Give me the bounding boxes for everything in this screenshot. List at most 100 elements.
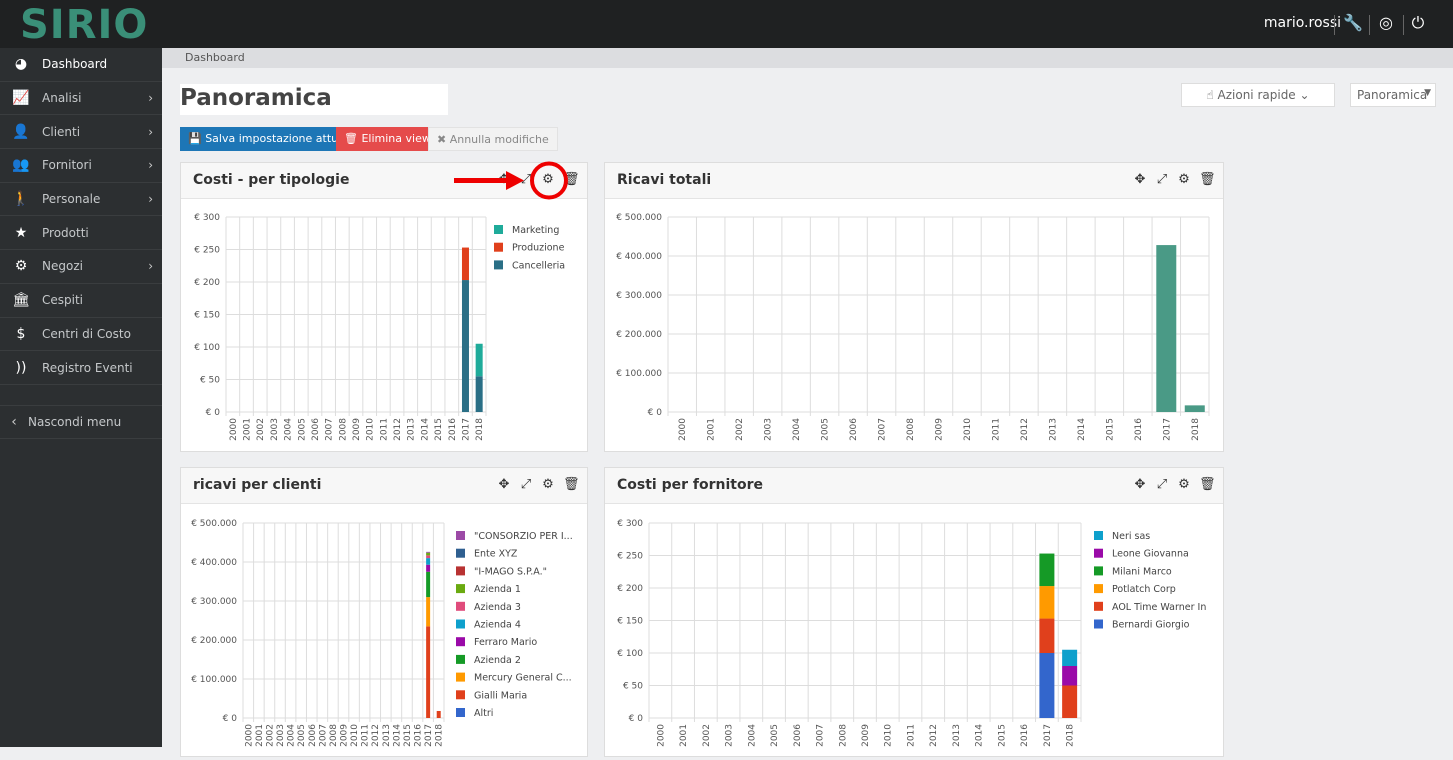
bar-segment[interactable] (476, 344, 483, 377)
bar-segment[interactable] (476, 376, 483, 412)
legend-item[interactable]: Produzione (512, 243, 565, 254)
chevron-right-icon: › (148, 125, 153, 139)
bar-segment[interactable] (462, 248, 469, 280)
gear-icon[interactable]: ⚙ (541, 477, 555, 492)
x-tick-label: 2017 (461, 418, 471, 441)
legend-item[interactable]: Leone Giovanna (1112, 549, 1189, 560)
legend-item[interactable]: Ente XYZ (474, 549, 518, 560)
delete-view-button[interactable]: 🗑 Elimina view (336, 127, 439, 151)
bar-segment[interactable] (462, 280, 469, 412)
legend-item[interactable]: Altri (474, 708, 493, 719)
move-icon[interactable]: ✥ (1133, 477, 1147, 492)
sidebar-item-registro-eventi[interactable]: ))Registro Eventi (0, 351, 162, 385)
sidebar-item-dashboard[interactable]: ◕Dashboard (0, 48, 162, 82)
trash-icon[interactable]: 🗑 (563, 477, 577, 492)
trash-icon[interactable]: 🗑 (1199, 172, 1213, 187)
bar-segment[interactable] (1062, 650, 1077, 666)
bar-segment[interactable] (426, 555, 430, 558)
power-icon[interactable]: ⏻ (1407, 13, 1429, 33)
bar-segment[interactable] (1156, 245, 1176, 412)
view-select-value: Panoramica (1357, 88, 1427, 102)
cancel-label: Annulla modifiche (450, 133, 549, 146)
legend-item[interactable]: Azienda 1 (474, 584, 521, 595)
bar-segment[interactable] (426, 572, 430, 597)
legend-item[interactable]: Neri sas (1112, 531, 1150, 542)
expand-icon[interactable]: ⤢ (1155, 172, 1169, 187)
x-tick-label: 2012 (393, 418, 403, 441)
x-tick-label: 2001 (707, 418, 717, 441)
expand-icon[interactable]: ⤢ (519, 477, 533, 492)
x-tick-label: 2018 (435, 724, 445, 747)
bar-segment[interactable] (1039, 586, 1054, 619)
divider (1334, 15, 1335, 35)
legend-item[interactable]: Azienda 2 (474, 655, 521, 666)
move-icon[interactable]: ✥ (497, 477, 511, 492)
legend-item[interactable]: AOL Time Warner In (1112, 602, 1206, 613)
bar-segment[interactable] (1062, 666, 1077, 686)
bar-segment[interactable] (426, 558, 430, 565)
username[interactable]: mario.rossi (1264, 15, 1341, 31)
chart-panel: Costi per fornitore ✥⤢⚙🗑€ 0€ 50€ 100€ 15… (604, 467, 1224, 757)
save-icon: 💾 (188, 132, 205, 145)
move-icon[interactable]: ✥ (1133, 172, 1147, 187)
bar-segment[interactable] (1039, 653, 1054, 718)
legend-item[interactable]: "I-MAGO S.P.A." (474, 566, 547, 577)
legend-item[interactable]: Milani Marco (1112, 566, 1172, 577)
hide-menu-button[interactable]: ‹ Nascondi menu (0, 405, 162, 439)
trash-icon[interactable]: 🗑 (1199, 477, 1213, 492)
sidebar-item-cespiti[interactable]: 🏛Cespiti (0, 284, 162, 318)
lifebuoy-icon[interactable]: ◎ (1375, 13, 1397, 32)
sidebar-item-analisi[interactable]: 📈Analisi› (0, 82, 162, 116)
gear-icon[interactable]: ⚙ (1177, 172, 1191, 187)
x-tick-label: 2001 (243, 418, 253, 441)
x-tick-label: 2013 (382, 724, 392, 747)
sidebar-item-clienti[interactable]: 👤Clienti› (0, 115, 162, 149)
sidebar-item-fornitori[interactable]: 👥Fornitori› (0, 149, 162, 183)
legend-item[interactable]: "CONSORZIO PER I... (474, 531, 573, 542)
bar-segment[interactable] (426, 626, 430, 718)
y-tick-label: € 200.000 (191, 636, 237, 646)
bar-segment[interactable] (1185, 405, 1205, 412)
wrench-icon[interactable]: 🔧 (1342, 13, 1364, 32)
legend-item[interactable]: Ferraro Mario (474, 637, 537, 648)
logo[interactable]: SIRIO (20, 2, 148, 48)
legend-item[interactable]: Mercury General C... (474, 673, 572, 684)
bar-segment[interactable] (437, 711, 441, 718)
bar-segment[interactable] (426, 597, 430, 626)
legend-item[interactable]: Azienda 4 (474, 620, 521, 631)
page-title-input[interactable]: Panoramica (180, 84, 448, 115)
bank-icon: 🏛 (0, 292, 42, 308)
legend-swatch (494, 243, 503, 252)
legend-item[interactable]: Gialli Maria (474, 690, 527, 701)
cancel-changes-button[interactable]: ✖ Annulla modifiche (428, 127, 558, 151)
bar-segment[interactable] (1039, 554, 1054, 587)
y-tick-label: € 100.000 (191, 675, 237, 685)
sidebar-item-prodotti[interactable]: ★Prodotti (0, 216, 162, 250)
legend-item[interactable]: Bernardi Giorgio (1112, 620, 1190, 631)
legend-item[interactable]: Cancelleria (512, 260, 565, 271)
bar-segment[interactable] (1039, 619, 1054, 653)
dashboard-icon: ◕ (0, 56, 42, 72)
legend-swatch (494, 260, 503, 269)
view-select[interactable]: Panoramica▼ (1350, 83, 1436, 107)
sidebar-item-personale[interactable]: 🚶Personale› (0, 183, 162, 217)
legend-item[interactable]: Azienda 3 (474, 602, 521, 613)
legend-item[interactable]: Marketing (512, 225, 559, 236)
legend-swatch (1094, 584, 1103, 593)
legend-item[interactable]: Potlatch Corp (1112, 584, 1176, 595)
user-icon: 👤 (0, 124, 42, 140)
expand-icon[interactable]: ⤢ (1155, 477, 1169, 492)
sidebar-item-centri-di-costo[interactable]: $Centri di Costo (0, 318, 162, 352)
quick-actions-dropdown[interactable]: ☝ Azioni rapide ⌄ (1181, 83, 1335, 107)
panel-title: Costi per fornitore (617, 477, 763, 493)
bar-segment[interactable] (1062, 686, 1077, 719)
sidebar-item-label: Cespiti (42, 293, 83, 307)
gear-icon[interactable]: ⚙ (1177, 477, 1191, 492)
x-tick-label: 2014 (975, 724, 985, 747)
breadcrumb[interactable]: Dashboard (162, 48, 1453, 68)
sidebar-item-negozi[interactable]: ⚙Negozi› (0, 250, 162, 284)
x-tick-label: 2010 (884, 724, 894, 747)
y-tick-label: € 200 (194, 278, 220, 288)
bar-segment[interactable] (426, 553, 430, 555)
bar-segment[interactable] (426, 565, 430, 572)
